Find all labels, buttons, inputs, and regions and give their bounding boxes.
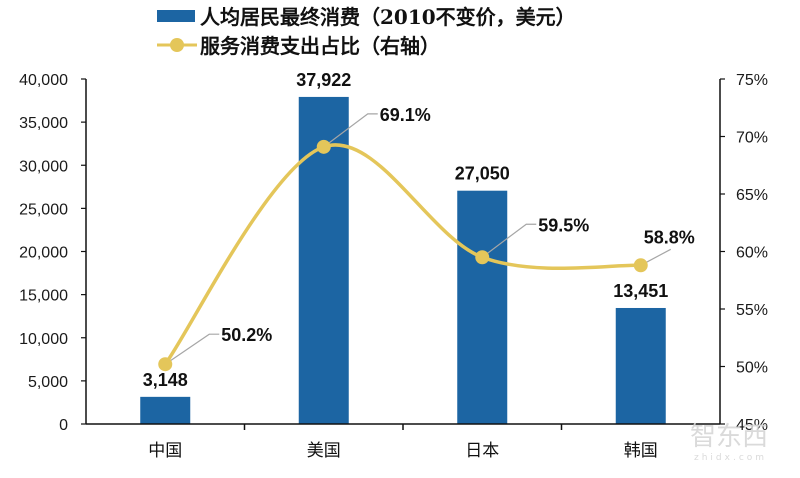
right-tick-label: 55% (736, 302, 768, 319)
line-marker-icon (633, 258, 648, 273)
leader-line (164, 333, 220, 365)
line-marker-icon (316, 139, 331, 154)
category-label: 美国 (307, 441, 341, 461)
bar-value-label: 37,922 (296, 70, 351, 90)
category-label: 韩国 (624, 441, 658, 461)
line-value-label: 69.1% (380, 105, 431, 125)
bar-series (140, 96, 666, 424)
legend: 人均居民最终消费（2010不变价，美元） 服务消费支出占比（右轴） (157, 5, 576, 58)
left-tick-label: 15,000 (19, 288, 68, 305)
category-label: 日本 (465, 441, 499, 461)
watermark: 智东西 zhidx.com (690, 422, 768, 463)
right-tick-label: 50% (736, 360, 768, 377)
left-tick-label: 5,000 (28, 374, 68, 391)
bar-value-label: 27,050 (455, 164, 510, 184)
bar-value-label: 13,451 (613, 281, 668, 301)
right-tick-label: 45% (736, 417, 768, 434)
right-tick-label: 70% (736, 130, 768, 147)
line-value-label: 59.5% (538, 215, 589, 235)
left-tick-label: 30,000 (19, 158, 68, 175)
left-tick-label: 40,000 (19, 72, 68, 89)
left-tick-label: 25,000 (19, 201, 68, 218)
service-share-line (163, 143, 641, 366)
axes (85, 79, 721, 430)
category-labels: 中国 美国 日本 韩国 (148, 441, 658, 461)
watermark-subtext: zhidx.com (694, 453, 767, 463)
right-tick-label: 65% (736, 187, 768, 204)
left-axis: 0 5,000 10,000 15,000 20,000 25,000 30,000 35,0… (19, 72, 86, 434)
leader-line (481, 223, 537, 258)
left-tick-label: 35,000 (19, 115, 68, 132)
bar-value-labels: 3,148 37,922 27,050 13,451 (143, 70, 669, 390)
right-tick-label: 60% (736, 245, 768, 262)
legend-bar-label: 人均居民最终消费（2010不变价，美元） (200, 5, 576, 29)
category-label: 中国 (148, 441, 182, 461)
legend-line-marker-icon (170, 38, 184, 52)
line-value-label: 58.8% (644, 227, 695, 247)
watermark-text: 智东西 (690, 422, 768, 452)
legend-bar-swatch (157, 10, 195, 22)
left-tick-label: 0 (59, 417, 68, 434)
right-axis: 45% 50% 55% 60% 65% 70% 75% (720, 72, 768, 434)
left-tick-label: 10,000 (19, 331, 68, 348)
bar (457, 190, 508, 424)
leader-line (323, 113, 378, 148)
line-value-label: 50.2% (221, 325, 272, 345)
line-marker-icon (158, 357, 173, 372)
left-tick-label: 20,000 (19, 245, 68, 262)
line-marker-icon (475, 250, 490, 265)
legend-line-label: 服务消费支出占比（右轴） (200, 34, 440, 58)
bar (140, 396, 191, 424)
right-tick-label: 75% (736, 72, 768, 89)
line-series: 50.2% 69.1% 59.5% 58.8% (158, 105, 695, 372)
bar-value-label: 3,148 (143, 370, 188, 390)
bar (615, 307, 666, 424)
